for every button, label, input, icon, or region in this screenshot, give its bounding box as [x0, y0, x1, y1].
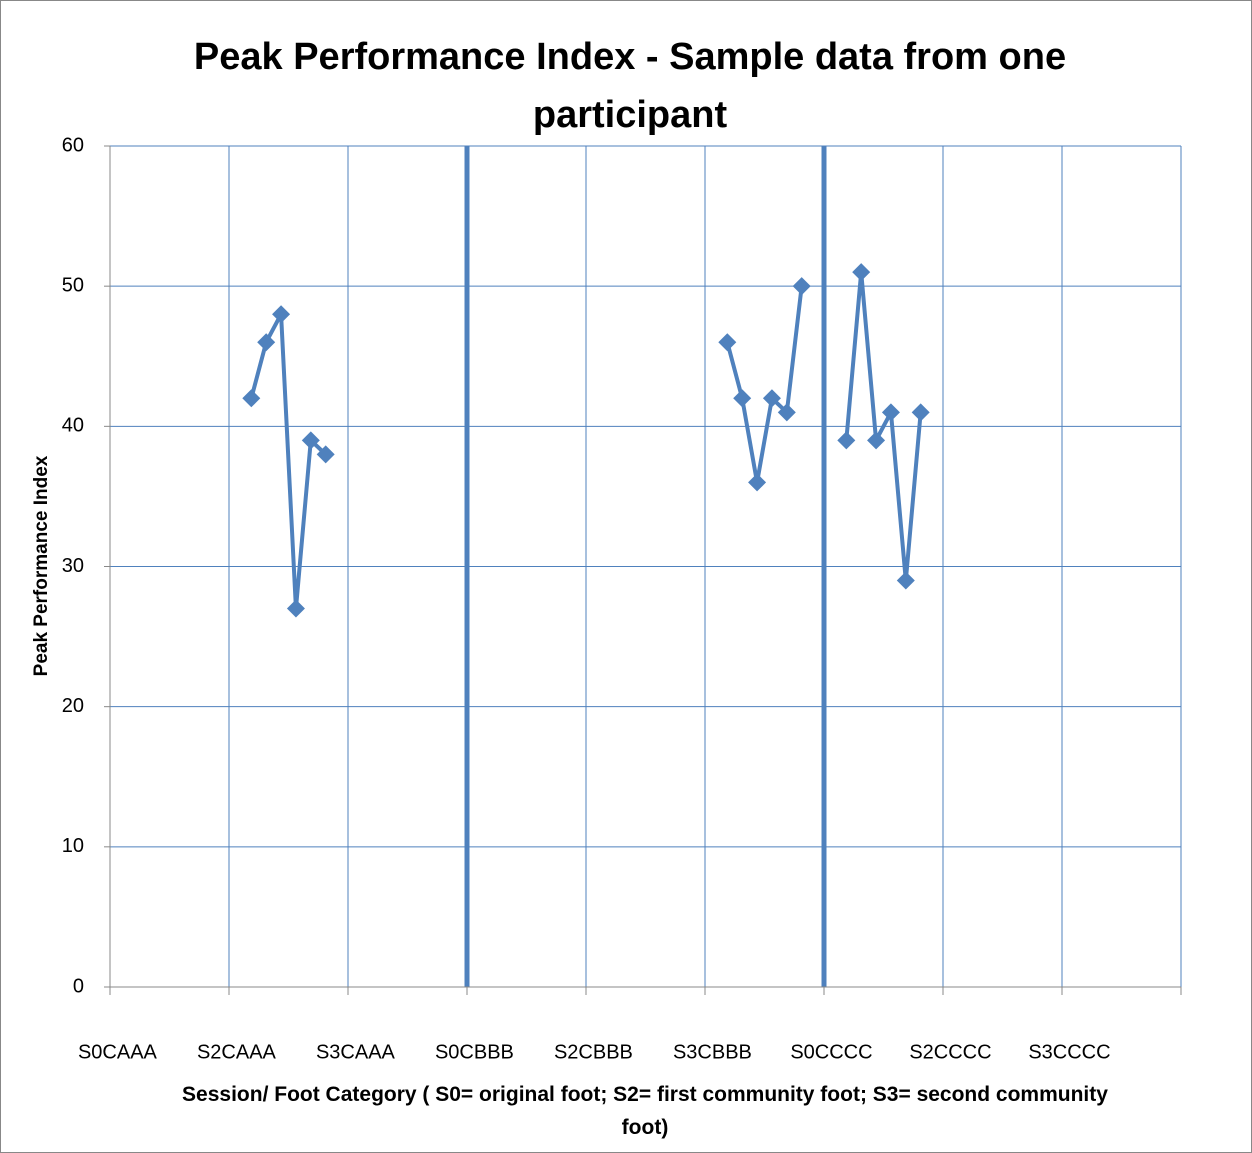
y-axis-label: Peak Performance Index	[31, 455, 52, 676]
x-tick-label: S3CBBB	[673, 1041, 752, 1063]
data-point	[777, 403, 796, 422]
x-tick-label: S3CAAA	[316, 1041, 396, 1063]
data-point	[316, 445, 335, 464]
x-tick-label: S2CCCC	[909, 1041, 991, 1063]
data-point	[242, 389, 261, 408]
x-tick-label: S0CCCC	[790, 1041, 872, 1063]
data-point	[272, 305, 291, 324]
y-tick-label: 50	[62, 274, 84, 296]
data-point	[852, 263, 871, 282]
data-point	[911, 403, 930, 422]
data-point	[301, 431, 320, 450]
data-point	[881, 403, 900, 422]
x-tick-label: S0CAAA	[78, 1041, 158, 1063]
data-point	[718, 333, 737, 352]
y-tick-label: 10	[62, 835, 84, 857]
data-point	[792, 277, 811, 296]
data-point	[837, 431, 856, 450]
data-point	[257, 333, 276, 352]
data-point	[286, 599, 305, 618]
x-tick-label: S2CBBB	[554, 1041, 633, 1063]
data-point	[762, 389, 781, 408]
x-axis-label: Session/ Foot Category ( S0= original fo…	[182, 1083, 1108, 1139]
data-point	[896, 571, 915, 590]
y-tick-label: 20	[62, 695, 84, 717]
x-tick-label: S2CAAA	[197, 1041, 277, 1063]
data-point	[748, 473, 767, 492]
data-point	[733, 389, 752, 408]
y-tick-label: 0	[73, 975, 84, 997]
chart-title: Peak Performance Index - Sample data fro…	[193, 36, 1067, 136]
y-tick-label: 60	[62, 134, 84, 156]
x-tick-label: S3CCCC	[1028, 1041, 1110, 1063]
y-tick-label: 30	[62, 555, 84, 577]
x-tick-label: S0CBBB	[435, 1041, 514, 1063]
data-point	[867, 431, 886, 450]
y-tick-label: 40	[62, 415, 84, 437]
